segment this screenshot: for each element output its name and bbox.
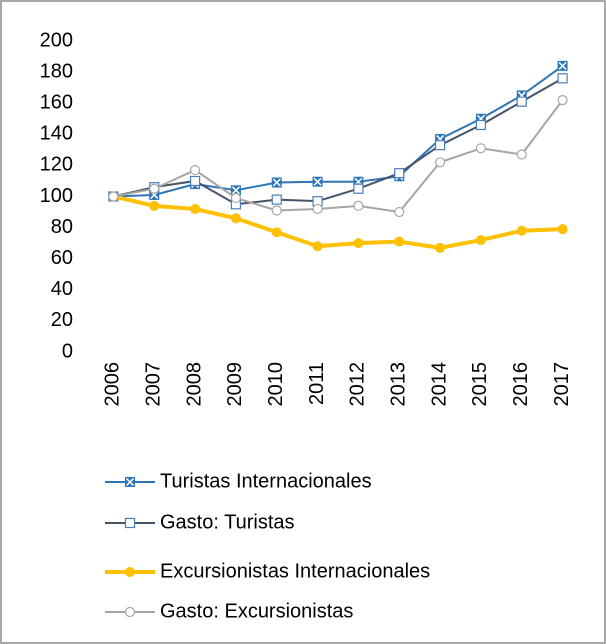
marker — [353, 183, 364, 194]
marker — [149, 183, 160, 194]
marker — [557, 73, 568, 84]
series-line — [113, 65, 564, 198]
y-tick-label: 200 — [40, 29, 73, 51]
x-tick-label: 2007 — [143, 362, 165, 407]
marker — [434, 157, 446, 168]
marker — [190, 203, 201, 214]
y-tick-label: 60 — [51, 247, 73, 269]
marker — [124, 517, 136, 529]
marker — [475, 235, 486, 246]
x-tick-label: 2016 — [510, 362, 532, 407]
series-line — [112, 194, 563, 250]
x-tick-label: 2015 — [469, 362, 491, 407]
y-tick-label: 40 — [51, 278, 73, 300]
x-tick-label: 2011 — [306, 362, 328, 405]
marker — [312, 203, 323, 215]
marker — [557, 94, 568, 106]
x-tick-label: 2012 — [347, 362, 369, 407]
y-tick-label: 160 — [40, 91, 73, 113]
marker — [394, 206, 405, 218]
x-tick-label: 2009 — [224, 362, 246, 407]
marker — [271, 194, 282, 205]
marker — [394, 168, 405, 179]
marker — [516, 225, 527, 236]
x-tick-label: 2013 — [388, 362, 410, 407]
marker-cross — [558, 61, 567, 70]
marker-cross — [272, 178, 281, 187]
marker-cross — [231, 186, 240, 195]
x-tick-label: 2008 — [183, 362, 205, 407]
marker — [394, 236, 405, 247]
y-tick-label: 20 — [51, 309, 73, 331]
x-tick-label: 2014 — [428, 362, 450, 407]
marker — [124, 606, 136, 618]
legend-label: Excursionistas Internacionales — [160, 560, 430, 582]
legend-label: Turistas Internacionales — [160, 470, 372, 492]
x-tick-label: 2017 — [551, 362, 573, 407]
marker — [189, 175, 201, 187]
y-tick-label: 140 — [40, 123, 73, 145]
marker — [271, 227, 282, 238]
marker — [475, 119, 487, 131]
marker-cross — [125, 477, 135, 487]
legend-label: Gasto: Excursionistas — [160, 600, 353, 622]
marker — [353, 200, 364, 211]
y-tick-label: 100 — [40, 185, 73, 207]
marker — [516, 149, 527, 160]
marker — [189, 164, 201, 176]
marker — [125, 567, 135, 577]
series-line — [113, 77, 564, 206]
marker — [312, 241, 323, 252]
series-line — [113, 99, 564, 214]
marker — [475, 143, 487, 154]
y-tick-label: 80 — [51, 216, 73, 238]
y-tick-label: 0 — [62, 340, 73, 362]
marker — [108, 191, 119, 202]
marker-cross — [313, 177, 322, 186]
y-tick-label: 180 — [40, 60, 73, 82]
marker — [434, 140, 446, 151]
x-tick-label: 2010 — [265, 362, 287, 407]
marker — [435, 242, 446, 253]
x-tick-label: 2006 — [102, 362, 124, 407]
y-tick-label: 120 — [40, 154, 73, 176]
marker — [149, 200, 160, 211]
marker — [230, 213, 241, 224]
marker — [271, 205, 282, 216]
legend-label: Gasto: Turistas — [160, 511, 295, 533]
marker — [516, 96, 527, 107]
marker — [353, 238, 364, 249]
marker — [557, 224, 568, 235]
marker — [230, 192, 242, 204]
